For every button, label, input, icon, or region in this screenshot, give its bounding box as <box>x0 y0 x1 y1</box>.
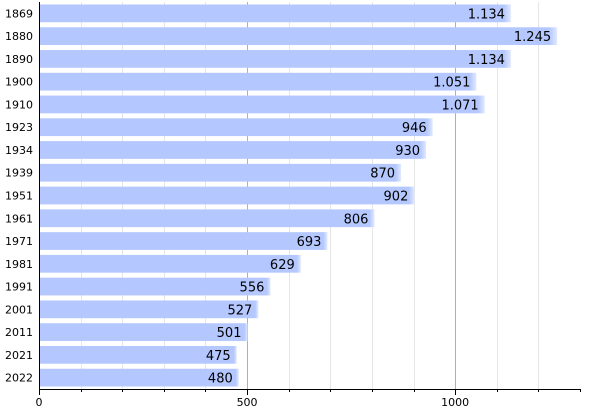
data-label: 870 <box>370 167 395 182</box>
bar <box>39 95 485 114</box>
category-label: 1910 <box>5 98 33 111</box>
bar <box>39 72 477 91</box>
data-label: 480 <box>208 372 233 387</box>
bar <box>39 300 259 319</box>
category-label: 1900 <box>5 76 33 89</box>
data-label: 1.051 <box>433 76 470 91</box>
bar <box>39 368 239 387</box>
data-label: 930 <box>395 144 420 159</box>
x-axis: 0 500 1000 <box>36 2 581 409</box>
category-labels: 1869 1880 1890 1900 1910 1923 1934 1939 1951 1961… <box>5 7 33 384</box>
bars <box>39 4 558 387</box>
bar <box>39 4 511 23</box>
bar <box>39 209 375 228</box>
bar <box>39 50 511 68</box>
category-label: 2011 <box>5 326 33 339</box>
data-label: 475 <box>206 349 231 364</box>
bar <box>39 27 558 46</box>
category-label: 1971 <box>5 235 33 248</box>
category-label: 1961 <box>5 212 33 225</box>
category-label: 1951 <box>5 190 33 203</box>
data-label: 946 <box>402 121 427 136</box>
data-label: 806 <box>344 212 369 227</box>
data-label: 501 <box>217 326 242 341</box>
bar <box>39 141 427 159</box>
bar <box>39 163 402 182</box>
category-label: 1934 <box>5 144 33 157</box>
bar <box>39 345 237 364</box>
data-label: 1.134 <box>468 53 505 68</box>
category-label: 1981 <box>5 258 33 271</box>
x-tick-label: 500 <box>237 396 258 409</box>
bar <box>39 118 433 137</box>
data-label: 1.071 <box>441 98 478 113</box>
category-label: 1869 <box>5 7 33 20</box>
data-label: 1.134 <box>468 7 505 22</box>
bar <box>39 254 301 273</box>
data-label: 693 <box>297 235 322 250</box>
x-tick-label: 0 <box>36 396 43 409</box>
category-label: 2022 <box>5 372 33 385</box>
x-tick-label: 1000 <box>441 396 469 409</box>
data-label: 1.245 <box>514 30 551 45</box>
category-label: 1939 <box>5 167 33 180</box>
category-label: 1923 <box>5 121 33 134</box>
category-label: 1880 <box>5 30 33 43</box>
category-label: 2021 <box>5 349 33 362</box>
data-label: 902 <box>384 190 409 205</box>
category-label: 2001 <box>5 303 33 316</box>
data-label: 556 <box>240 281 265 296</box>
bar <box>39 232 328 250</box>
category-label: 1991 <box>5 281 33 294</box>
data-label: 629 <box>270 258 295 273</box>
bar <box>39 277 271 296</box>
data-label: 527 <box>227 303 252 318</box>
bar <box>39 323 248 341</box>
bar <box>39 186 415 205</box>
category-label: 1890 <box>5 53 33 66</box>
